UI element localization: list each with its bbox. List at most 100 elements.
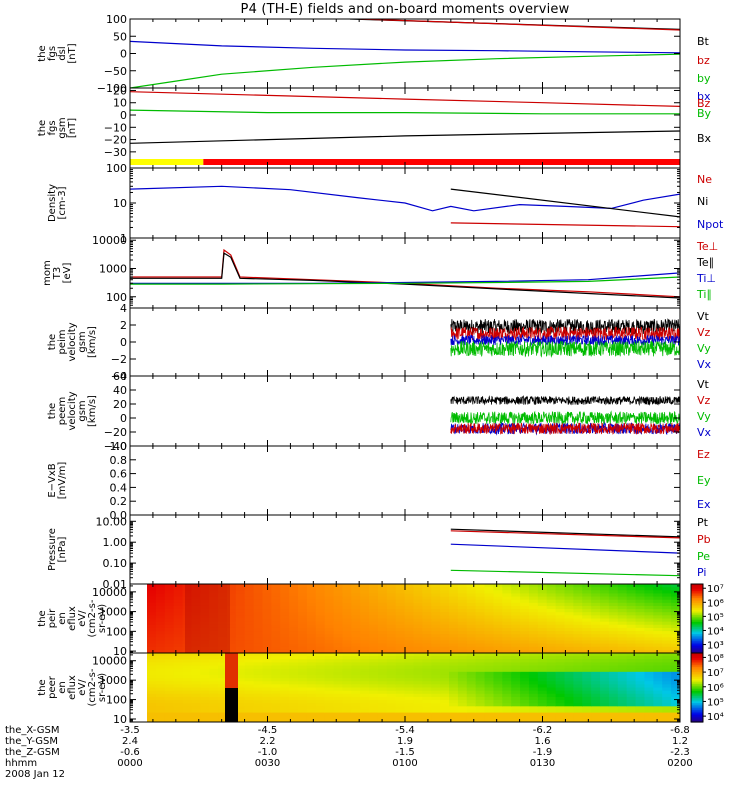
heatmap-cell bbox=[617, 671, 628, 676]
heatmap-cell bbox=[591, 593, 601, 598]
colorbar-cell bbox=[691, 692, 703, 695]
heatmap-cell bbox=[493, 684, 503, 689]
colorbar-label: 10⁵ bbox=[707, 612, 724, 623]
heatmap-cell bbox=[226, 631, 237, 635]
heatmap-cell bbox=[182, 678, 193, 682]
heatmap-cell bbox=[360, 596, 370, 601]
heatmap-cell bbox=[537, 618, 548, 623]
heatmap-cell bbox=[369, 700, 379, 704]
heatmap-cell bbox=[271, 605, 281, 610]
heatmap-cell bbox=[662, 700, 672, 704]
heatmap-cell bbox=[271, 599, 281, 604]
heatmap-cell bbox=[200, 615, 210, 620]
heatmap-cell bbox=[244, 706, 255, 711]
heatmap-cell bbox=[315, 687, 326, 692]
heatmap-cell bbox=[608, 659, 619, 664]
heatmap-cell bbox=[653, 681, 663, 685]
heatmap-cell bbox=[564, 618, 574, 623]
heatmap-cell bbox=[262, 665, 272, 670]
heatmap-cell bbox=[600, 634, 610, 638]
heatmap-cell bbox=[147, 703, 157, 707]
heatmap-cell bbox=[360, 599, 370, 604]
heatmap-cell bbox=[386, 640, 397, 645]
heatmap-cell bbox=[626, 687, 637, 692]
heatmap-cell bbox=[164, 646, 175, 651]
heatmap-cell bbox=[333, 668, 344, 673]
heatmap-cell bbox=[155, 640, 166, 645]
heatmap-cell bbox=[173, 712, 184, 717]
heatmap-cell bbox=[342, 684, 352, 689]
heatmap-cell bbox=[466, 627, 477, 632]
heatmap-cell bbox=[413, 627, 423, 632]
heatmap-cell bbox=[200, 687, 210, 692]
y-axis-label: velocity bbox=[67, 322, 78, 361]
heatmap-cell bbox=[555, 712, 566, 717]
heatmap-cell bbox=[591, 703, 601, 707]
heatmap-cell bbox=[475, 627, 486, 632]
heatmap-cell bbox=[342, 687, 352, 692]
heatmap-cell bbox=[386, 646, 397, 651]
heatmap-cell bbox=[546, 656, 557, 660]
time-row-value: 2.2 bbox=[260, 736, 276, 747]
colorbar-cell bbox=[691, 606, 703, 609]
heatmap-cell bbox=[191, 681, 201, 685]
heatmap-cell bbox=[431, 649, 441, 653]
heatmap-cell bbox=[369, 584, 379, 588]
heatmap-cell bbox=[147, 718, 157, 722]
heatmap-cell bbox=[280, 662, 290, 667]
heatmap-cell bbox=[218, 624, 228, 629]
heatmap-cell bbox=[271, 631, 281, 635]
heatmap-cell bbox=[626, 649, 637, 653]
heatmap-cell bbox=[289, 624, 299, 629]
heatmap-cell bbox=[360, 609, 370, 613]
mom_temp-series-group bbox=[130, 248, 680, 299]
series-line-Vy bbox=[450, 410, 680, 425]
heatmap-cell bbox=[404, 618, 415, 623]
time-row-label: hhmm bbox=[5, 758, 37, 769]
heatmap-cell bbox=[626, 678, 637, 682]
heatmap-cell bbox=[653, 718, 663, 722]
heatmap-cell bbox=[617, 631, 628, 635]
heatmap-cell bbox=[591, 646, 601, 651]
time-row-value: 1.2 bbox=[672, 736, 688, 747]
heatmap-cell bbox=[244, 609, 255, 613]
heatmap-cell bbox=[298, 637, 308, 642]
heatmap-cell bbox=[546, 605, 557, 610]
heatmap-cell bbox=[226, 618, 237, 623]
heatmap-cell bbox=[369, 709, 379, 714]
heatmap-cell bbox=[520, 590, 530, 595]
heatmap-cell bbox=[155, 596, 166, 601]
heatmap-cell bbox=[662, 627, 672, 632]
legend-Te⊥: Te⊥ bbox=[696, 240, 718, 253]
heatmap-cell bbox=[306, 599, 317, 604]
heatmap-cell bbox=[582, 718, 592, 722]
heatmap-cell bbox=[573, 703, 583, 707]
heatmap-cell bbox=[600, 715, 610, 720]
heatmap-cell bbox=[591, 605, 601, 610]
heatmap-cell bbox=[635, 696, 646, 701]
heatmap-cell bbox=[537, 687, 548, 692]
heatmap-cell bbox=[351, 627, 361, 632]
heatmap-cell bbox=[298, 668, 308, 673]
heatmap-cell bbox=[449, 678, 459, 682]
heatmap-cell bbox=[155, 612, 166, 616]
heatmap-cell bbox=[164, 618, 175, 623]
heatmap-cell bbox=[662, 678, 672, 682]
heatmap-cell bbox=[386, 681, 397, 685]
heatmap-cell bbox=[626, 700, 637, 704]
heatmap-cell bbox=[262, 615, 272, 620]
heatmap-cell bbox=[511, 668, 521, 673]
heatmap-cell bbox=[644, 668, 654, 673]
heatmap-cell bbox=[511, 659, 521, 664]
heatmap-cell bbox=[244, 599, 255, 604]
heatmap-cell bbox=[546, 681, 557, 685]
heatmap-cell bbox=[271, 690, 281, 695]
heatmap-cell bbox=[635, 712, 646, 717]
heatmap-cell bbox=[271, 615, 281, 620]
heatmap-cell bbox=[333, 703, 344, 707]
heatmap-cell bbox=[377, 612, 388, 616]
heatmap-cell bbox=[324, 671, 335, 676]
heatmap-cell bbox=[404, 700, 415, 704]
heatmap-cell bbox=[475, 631, 486, 635]
heatmap-cell bbox=[333, 637, 344, 642]
